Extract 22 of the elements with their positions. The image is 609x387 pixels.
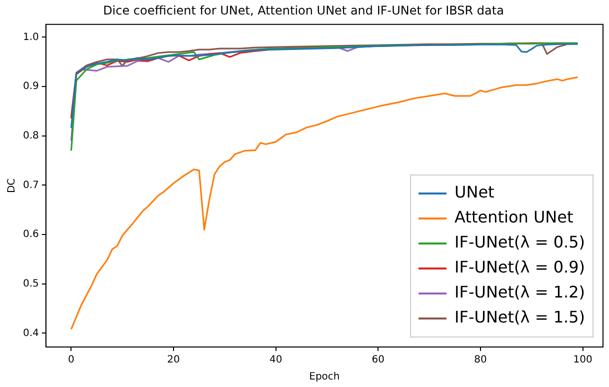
x-tick-label: 20 — [167, 354, 180, 366]
y-tick-label: 0.6 — [22, 229, 39, 240]
y-tick-label: 0.9 — [22, 81, 39, 92]
y-tick-label: 0.8 — [22, 130, 39, 142]
y-axis-title: DC — [6, 178, 18, 194]
x-tick-label: 100 — [573, 354, 592, 366]
x-axis-title: Epoch — [309, 372, 340, 383]
legend-label: IF-UNet(λ = 1.2) — [454, 282, 585, 302]
x-tick-label: 60 — [372, 354, 385, 366]
x-tick-label: 0 — [68, 354, 74, 366]
legend-label: IF-UNet(λ = 0.5) — [454, 232, 585, 252]
chart-title: Dice coefficient for UNet, Attention UNet and IF-UNet for IBSR data — [103, 3, 504, 18]
legend-label: UNet — [454, 182, 494, 202]
y-tick-label: 0.4 — [22, 328, 39, 339]
legend-label: IF-UNet(λ = 1.5) — [454, 308, 585, 327]
y-tick-label: 1.0 — [22, 32, 39, 43]
x-tick-label: 80 — [474, 354, 487, 366]
legend-label: Attention UNet — [454, 208, 574, 227]
y-tick-label: 0.7 — [22, 180, 39, 191]
legend-label: IF-UNet(λ = 0.9) — [454, 258, 585, 277]
y-tick-label: 0.5 — [22, 278, 39, 290]
x-tick-label: 40 — [269, 354, 282, 366]
